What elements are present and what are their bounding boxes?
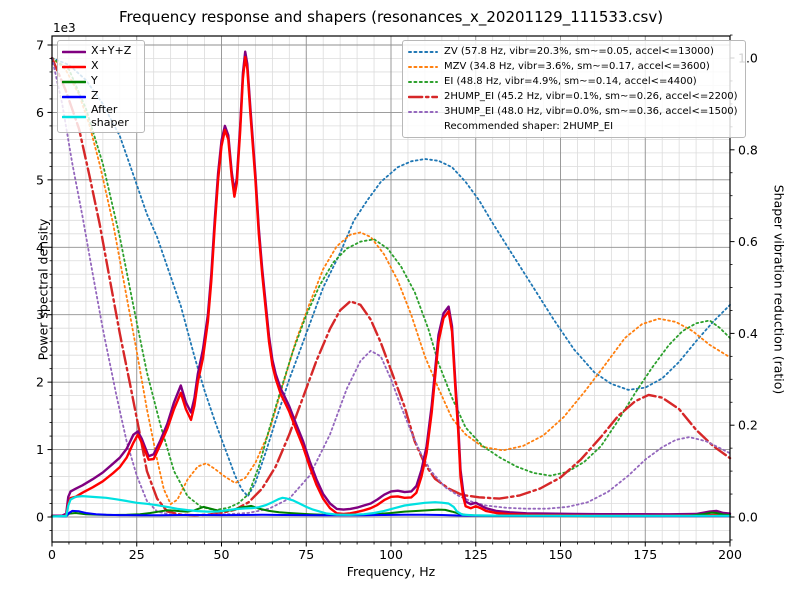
series-after-shaper [50, 495, 732, 518]
legend-line-sample [408, 50, 438, 53]
y-left-tick-label: 1 [36, 442, 44, 457]
legend-item: Z [62, 89, 140, 104]
series-ei [51, 57, 731, 511]
legend-item-label: MZV (34.8 Hz, vibr=3.6%, sm~=0.17, accel… [444, 60, 710, 72]
series-3hump_ei [51, 57, 731, 517]
legend-item: Y [62, 74, 140, 89]
legend-item: 3HUMP_EI (48.0 Hz, vibr=0.0%, sm~=0.36, … [408, 104, 740, 119]
y-left-tick-label: 7 [36, 37, 44, 52]
legend-item: Recommended shaper: 2HUMP_EI [408, 119, 740, 134]
y-right-tick-label: 0.4 [738, 326, 758, 341]
legend-item-label: X+Y+Z [91, 44, 132, 58]
y-right-tick-label: 0.8 [738, 142, 758, 157]
x-tick-label: 100 [379, 547, 403, 562]
y-right-tick-label: 0.0 [738, 510, 758, 525]
y-left-tick-label: 5 [36, 172, 44, 187]
legend-line-sample [408, 95, 438, 98]
legend-line-sample [408, 65, 438, 68]
legend-item: ZV (57.8 Hz, vibr=20.3%, sm~=0.05, accel… [408, 44, 740, 59]
shaper-legend: ZV (57.8 Hz, vibr=20.3%, sm~=0.05, accel… [402, 40, 746, 138]
legend-item: X+Y+Z [62, 44, 140, 59]
legend-line-sample [408, 110, 438, 113]
legend-line-sample [62, 115, 86, 118]
legend-line-sample [408, 80, 438, 83]
x-tick-label: 175 [633, 547, 657, 562]
psd-legend: X+Y+Z X Y Z After shaper [57, 40, 145, 134]
legend-item-label: Z [91, 89, 99, 103]
legend-line-sample [62, 50, 86, 53]
y-right-tick-label: 0.2 [738, 418, 758, 433]
legend-line-sample [62, 95, 86, 98]
x-tick-label: 50 [214, 547, 230, 562]
y-left-axis-label: Power spectral density [35, 218, 51, 361]
legend-item: EI (48.8 Hz, vibr=4.9%, sm~=0.14, accel<… [408, 74, 740, 89]
x-axis-label: Frequency, Hz [346, 564, 436, 579]
legend-item: 2HUMP_EI (45.2 Hz, vibr=0.1%, sm~=0.26, … [408, 89, 740, 104]
y-left-tick-label: 4 [36, 240, 44, 255]
legend-item-label: 3HUMP_EI (48.0 Hz, vibr=0.0%, sm~=0.36, … [444, 105, 738, 117]
y-left-tick-label: 3 [36, 307, 44, 322]
chart-title: Frequency response and shapers (resonanc… [118, 8, 664, 26]
y-left-tick-label: 6 [36, 105, 44, 120]
legend-line-sample [62, 80, 86, 83]
legend-item: After shaper [62, 103, 140, 129]
legend-item-label: 2HUMP_EI (45.2 Hz, vibr=0.1%, sm~=0.26, … [444, 90, 738, 102]
legend-item-label: After shaper [91, 103, 129, 129]
legend-item: MZV (34.8 Hz, vibr=3.6%, sm~=0.17, accel… [408, 59, 740, 74]
x-tick-label: 150 [549, 547, 573, 562]
x-tick-label: 75 [298, 547, 314, 562]
x-tick-label: 0 [48, 547, 56, 562]
x-tick-label: 125 [464, 547, 488, 562]
y-left-offset-label: 1e3 [53, 21, 76, 35]
y-right-axis-label: Shaper vibration reduction (ratio) [771, 184, 787, 395]
legend-recommended-note: Recommended shaper: 2HUMP_EI [444, 120, 614, 132]
x-tick-label: 200 [718, 547, 742, 562]
series-x [50, 55, 732, 518]
legend-line-sample [62, 65, 86, 68]
y-left-tick-label: 0 [36, 510, 44, 525]
x-tick-label: 25 [129, 547, 145, 562]
legend-item-label: Y [91, 74, 98, 88]
series-x-y-z [50, 50, 732, 517]
y-right-tick-label: 0.6 [738, 234, 758, 249]
legend-item: X [62, 59, 140, 74]
legend-line-sample [408, 122, 438, 132]
legend-item-label: EI (48.8 Hz, vibr=4.9%, sm~=0.14, accel<… [444, 75, 697, 87]
y-left-tick-label: 2 [36, 375, 44, 390]
legend-item-label: X [91, 59, 99, 73]
legend-item-label: ZV (57.8 Hz, vibr=20.3%, sm~=0.05, accel… [444, 45, 714, 57]
series-mzv [51, 57, 731, 505]
